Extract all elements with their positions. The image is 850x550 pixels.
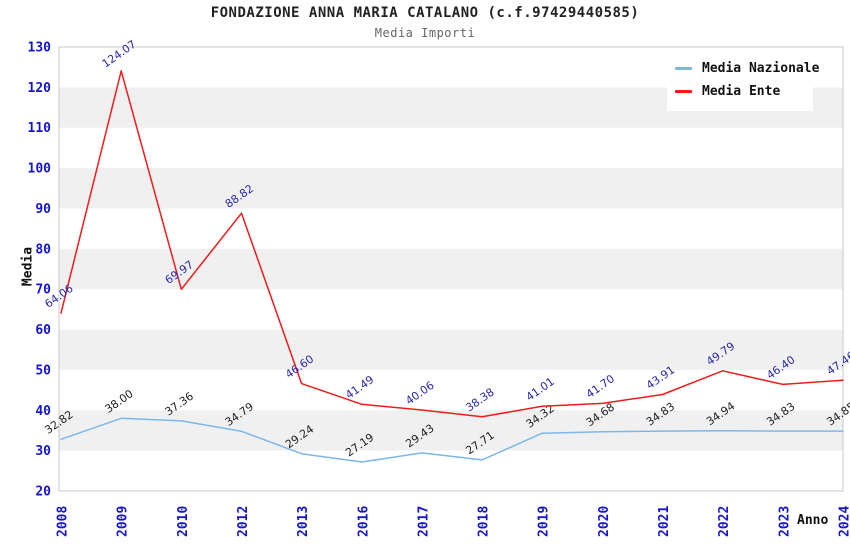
data-point-label: 41.70 [584,372,617,401]
y-tick-label: 40 [35,404,51,419]
legend-item-media-ente: Media Ente [675,80,813,103]
x-tick-label: 2024 [838,506,850,537]
y-tick-label: 50 [35,363,51,378]
y-tick-label: 110 [28,121,52,136]
media-nazionale-line-swatch-icon [675,67,692,70]
x-tick-label: 2021 [657,506,672,537]
y-tick-label: 80 [35,242,51,257]
plot-band [59,248,843,290]
plot-band [59,329,843,370]
chart-subtitle: Media Importi [374,26,476,40]
plot-band [59,168,843,209]
x-tick-label: 2012 [236,506,251,537]
y-tick-label: 120 [28,81,52,96]
x-tick-label: 2008 [56,506,71,537]
data-point-label: 34.85 [824,400,850,429]
legend: Media Nazionale Media Ente [667,50,819,111]
data-point-label: 41.01 [524,375,557,404]
media-ente-line-swatch-icon [675,90,692,93]
x-tick-label: 2020 [597,506,612,537]
plot-border [58,46,844,492]
y-tick-label: 60 [35,323,51,338]
x-tick-label: 2017 [416,506,431,537]
y-tick-label: 130 [28,41,52,56]
x-tick-label: 2009 [116,506,131,537]
x-tick-label: 2023 [777,506,792,537]
x-tick-label: 2018 [477,506,492,537]
chart-title: FONDAZIONE ANNA MARIA CATALANO (c.f.9742… [210,5,640,21]
x-tick-label: 2019 [537,506,552,537]
legend-item-media-nazionale: Media Nazionale [675,57,819,80]
x-axis-title: Anno [797,513,829,528]
y-tick-label: 100 [28,162,52,177]
data-point-label: 41.49 [343,373,376,402]
legend-label-media-ente: Media Ente [702,84,781,99]
data-point-label: 40.06 [403,379,436,408]
y-tick-label: 30 [35,444,51,459]
media-nazionale-line [60,417,844,463]
data-point-label: 38.38 [463,386,496,415]
media-ente-line [60,70,844,418]
y-tick-label: 70 [35,283,51,298]
y-axis-title: Media [20,246,36,287]
x-tick-label: 2022 [717,506,732,537]
x-tick-label: 2016 [356,506,371,537]
x-tick-label: 2010 [176,506,191,537]
legend-label-media-nazionale: Media Nazionale [702,61,820,76]
y-tick-label: 20 [35,485,51,500]
y-tick-label: 90 [35,202,51,217]
data-point-label: 124.07 [100,38,139,71]
x-tick-label: 2013 [296,506,311,537]
